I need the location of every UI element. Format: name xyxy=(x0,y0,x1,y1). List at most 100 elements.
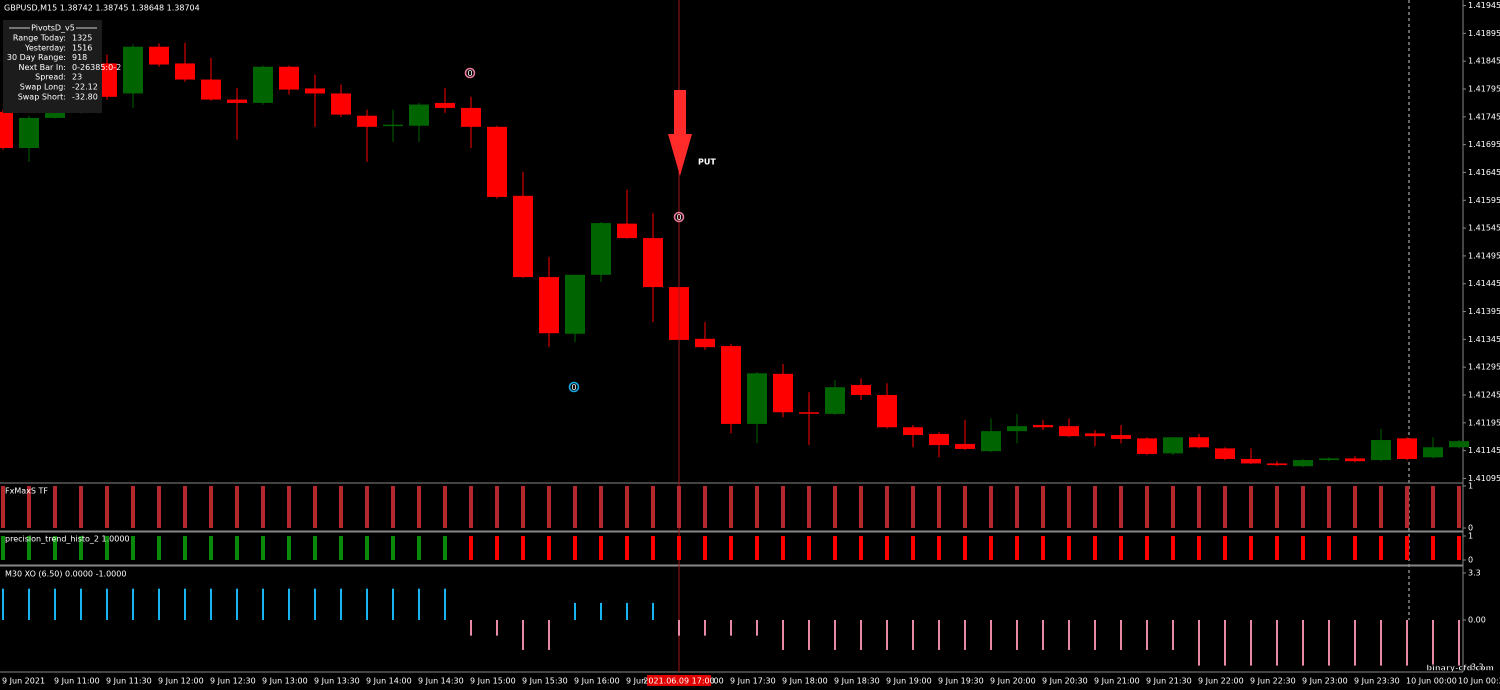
info-value: 1516 xyxy=(72,43,92,52)
indicator-bar xyxy=(79,486,83,528)
symbol-header: GBPUSD,M15 1.38742 1.38745 1.38648 1.387… xyxy=(4,4,200,13)
indicator-bar xyxy=(1457,536,1461,560)
indicator-bar xyxy=(937,536,941,560)
watermark: binary-cfd.com xyxy=(1426,664,1494,673)
indicator-bar xyxy=(1067,536,1071,560)
candle-body xyxy=(1397,438,1417,459)
indicator-bar xyxy=(54,588,56,620)
indicator-bar xyxy=(496,620,498,636)
indicator-bar xyxy=(1431,486,1435,528)
x-tick-label: 9 Jun 19:30 xyxy=(938,677,984,686)
indicator-bar xyxy=(990,620,992,650)
candle-body xyxy=(955,443,975,449)
indicator-bar xyxy=(1327,486,1331,528)
indicator-bar xyxy=(236,588,238,620)
info-value: -32.80 xyxy=(72,92,98,101)
x-tick-label: 9 Jun 2021 xyxy=(2,677,45,686)
info-value: 918 xyxy=(72,53,87,62)
indicator-bar xyxy=(547,536,551,560)
indicator-bar xyxy=(53,536,57,560)
indicator-bar xyxy=(782,620,784,650)
indicator-bar xyxy=(1380,620,1382,666)
indicator-bar xyxy=(1327,536,1331,560)
candle-body xyxy=(929,433,949,446)
indicator-bar xyxy=(443,486,447,528)
candle-body xyxy=(409,104,429,126)
indicator-bar xyxy=(365,536,369,560)
indicator-bar xyxy=(651,486,655,528)
x-tick-label: 9 Jun 12:00 xyxy=(158,677,204,686)
signal-marker xyxy=(464,67,476,79)
indicator-bar xyxy=(27,536,31,560)
info-value: -22.12 xyxy=(72,83,98,92)
x-tick-label: 9 Jun 12:30 xyxy=(210,677,256,686)
indicator-bar xyxy=(1146,620,1148,650)
candle-body xyxy=(19,117,39,148)
indicator-bar xyxy=(391,536,395,560)
crosshair-label-bg xyxy=(647,675,711,686)
y-tick-label: 1.41695 xyxy=(1468,140,1500,149)
indicator-bar xyxy=(184,588,186,620)
indicator-bar xyxy=(287,536,291,560)
info-panel-bg xyxy=(3,20,102,113)
candle-body xyxy=(643,238,663,288)
candle-body xyxy=(903,427,923,436)
indicator-bar xyxy=(183,536,187,560)
indicator-bar xyxy=(625,536,629,560)
indicator-bar xyxy=(1302,620,1304,666)
indicator-bar xyxy=(1119,486,1123,528)
candle-body xyxy=(279,66,299,90)
indicator-bar xyxy=(1223,536,1227,560)
candle-body xyxy=(487,126,507,197)
candle-body xyxy=(565,274,585,334)
crosshair-label: 2021.06.09 17:00 xyxy=(643,677,714,686)
candle-body xyxy=(851,384,871,395)
x-tick-label: 10 Jun 00:00 xyxy=(1406,677,1457,686)
indicator-bar xyxy=(132,588,134,620)
indicator-bar xyxy=(28,588,30,620)
signal-arrow-shaft xyxy=(674,90,686,136)
y-tick-label: 1 xyxy=(1468,532,1473,541)
indicator-bar xyxy=(2,588,4,620)
indicator-bar xyxy=(703,536,707,560)
indicator-bar xyxy=(1145,486,1149,528)
candle-body xyxy=(461,107,481,127)
y-tick-label: 1.41795 xyxy=(1468,85,1500,94)
y-tick-label: 1.41945 xyxy=(1468,1,1500,10)
candle-body xyxy=(1137,438,1157,454)
candle-body xyxy=(383,124,403,127)
indicator-bar xyxy=(1379,536,1383,560)
indicator-bar xyxy=(1198,620,1200,666)
y-tick-label: 1.41345 xyxy=(1468,335,1500,344)
candle-body xyxy=(513,195,533,278)
panel-frames xyxy=(0,0,1464,673)
indicator-bar xyxy=(158,588,160,620)
indicator-bar xyxy=(807,486,811,528)
candle-body xyxy=(149,46,169,65)
info-value: 1325 xyxy=(72,34,92,43)
indicator-bar xyxy=(1406,620,1408,666)
indicator-bar xyxy=(521,536,525,560)
indicator-bar xyxy=(1353,486,1357,528)
y-tick-label: 1.41245 xyxy=(1468,390,1500,399)
x-tick-label: 9 Jun 18:00 xyxy=(782,677,828,686)
indicator-bar xyxy=(287,486,291,528)
indicator-bar xyxy=(1249,536,1253,560)
indicator-bar xyxy=(53,486,57,528)
y-tick-label: 0 xyxy=(1468,556,1473,565)
indicator-bar xyxy=(729,536,733,560)
indicator-bar xyxy=(418,588,420,620)
indicator-bar xyxy=(755,486,759,528)
indicator-bar xyxy=(313,486,317,528)
panel-title: FxMaxS TF xyxy=(5,487,48,496)
indicator-bar xyxy=(261,536,265,560)
candle-body xyxy=(357,115,377,127)
signal-arrow-head xyxy=(668,134,692,176)
info-label: Swap Short: xyxy=(18,92,66,101)
candle-body xyxy=(1007,426,1027,432)
indicator-bar xyxy=(1015,536,1019,560)
indicator-bar xyxy=(443,536,447,560)
candle-body xyxy=(877,394,897,428)
